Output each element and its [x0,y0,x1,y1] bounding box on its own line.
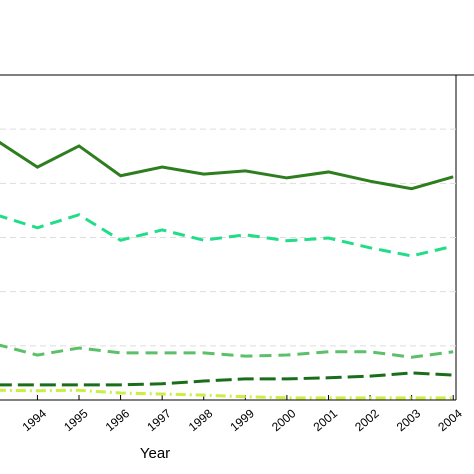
x-axis-title: Year [140,445,170,462]
x-tick-label: 1998 [186,406,216,434]
x-tick-label: 2002 [352,406,382,434]
x-tick-label: 2003 [394,406,424,434]
x-tick-label: 1997 [144,406,174,434]
x-tick-label: 1996 [103,406,133,434]
x-tick-label: 1995 [61,406,91,434]
series-line [0,343,454,359]
x-tick-label: 1994 [20,406,50,434]
x-tick-label: 2001 [311,406,341,434]
series-line [0,371,454,387]
series-line [0,213,454,258]
x-tick-label: 2004 [435,406,465,434]
series-line [0,140,454,191]
x-tick-label: 2000 [269,406,299,434]
x-tick-label: 1999 [227,406,257,434]
series-line [0,388,454,400]
